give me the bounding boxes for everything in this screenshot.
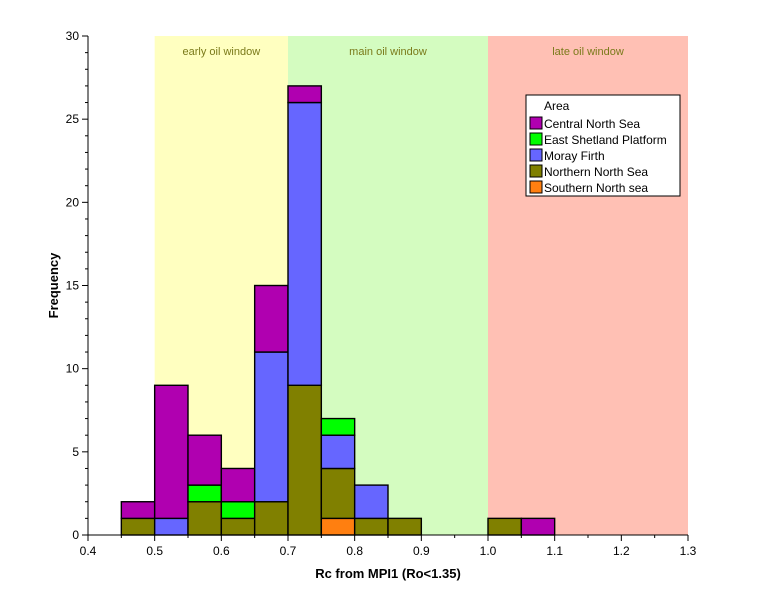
x-tick-label: 1.0 bbox=[480, 544, 497, 558]
legend-swatch bbox=[529, 180, 543, 194]
x-tick-label: 1.3 bbox=[680, 544, 697, 558]
y-tick-label: 25 bbox=[66, 112, 80, 126]
y-tick-label: 30 bbox=[66, 29, 80, 43]
legend: Area Central North Sea East Shetland Platf… bbox=[525, 94, 681, 197]
legend-swatch bbox=[529, 148, 543, 162]
legend-label: Southern North sea bbox=[544, 181, 648, 195]
legend-box bbox=[525, 94, 681, 197]
y-axis-title: Frequency bbox=[46, 252, 61, 319]
y-tick-label: 20 bbox=[66, 195, 80, 209]
y-tick-label: 15 bbox=[66, 279, 80, 293]
zone-label: early oil window bbox=[183, 46, 261, 58]
axes: 0 5 10 15 20 25 30 0.4 0.5 0.6 0.7 0.8 0.9 1.0 1.1 1.2 1… bbox=[66, 29, 697, 558]
bar-segment bbox=[253, 501, 289, 536]
bar-segment bbox=[287, 384, 323, 536]
zone-label: main oil window bbox=[349, 46, 427, 58]
x-tick-label: 1.1 bbox=[546, 544, 563, 558]
bar-segment bbox=[320, 467, 356, 520]
bar-segment bbox=[287, 101, 323, 386]
legend-title: Area bbox=[544, 99, 570, 113]
bar-segment bbox=[120, 501, 156, 520]
legend-swatch bbox=[529, 164, 543, 178]
bar-segment bbox=[120, 517, 156, 536]
y-tick-label: 5 bbox=[72, 445, 79, 459]
bar-segment bbox=[220, 501, 256, 520]
bar-segment bbox=[253, 351, 289, 503]
bar-segment bbox=[353, 517, 389, 536]
x-tick-label: 0.6 bbox=[213, 544, 230, 558]
bar-segment bbox=[320, 417, 356, 436]
legend-label: Central North Sea bbox=[544, 117, 640, 131]
bar-segment bbox=[187, 501, 223, 536]
bar-segment bbox=[220, 517, 256, 536]
y-tick-label: 10 bbox=[66, 362, 80, 376]
bar-segment bbox=[153, 517, 189, 536]
zone-label: late oil window bbox=[552, 46, 624, 58]
legend-swatch bbox=[529, 132, 543, 146]
bar-segment bbox=[520, 517, 556, 536]
bar-segment bbox=[487, 517, 523, 536]
x-tick-label: 0.7 bbox=[280, 544, 297, 558]
bar-segment bbox=[153, 384, 189, 520]
bar-segment bbox=[253, 284, 289, 353]
bar-segment bbox=[187, 434, 223, 486]
x-tick-label: 1.2 bbox=[613, 544, 630, 558]
x-tick-label: 0.5 bbox=[146, 544, 163, 558]
bar-segment bbox=[387, 517, 423, 536]
legend-label: Moray Firth bbox=[544, 149, 605, 163]
y-tick-label: 0 bbox=[72, 528, 79, 542]
bar-segment bbox=[320, 517, 356, 536]
legend-label: Northern North Sea bbox=[544, 165, 648, 179]
x-tick-label: 0.8 bbox=[346, 544, 363, 558]
legend-label: East Shetland Platform bbox=[544, 133, 667, 147]
bar-segment bbox=[220, 467, 256, 503]
bar-segment bbox=[320, 434, 356, 470]
legend-swatch bbox=[529, 116, 543, 130]
x-tick-label: 0.9 bbox=[413, 544, 430, 558]
x-axis-title: Rc from MPI1 (Ro<1.35) bbox=[315, 566, 461, 581]
bar-segment bbox=[187, 484, 223, 503]
x-tick-label: 0.4 bbox=[80, 544, 97, 558]
bar-segment bbox=[287, 85, 323, 104]
bar-segment bbox=[353, 484, 389, 520]
